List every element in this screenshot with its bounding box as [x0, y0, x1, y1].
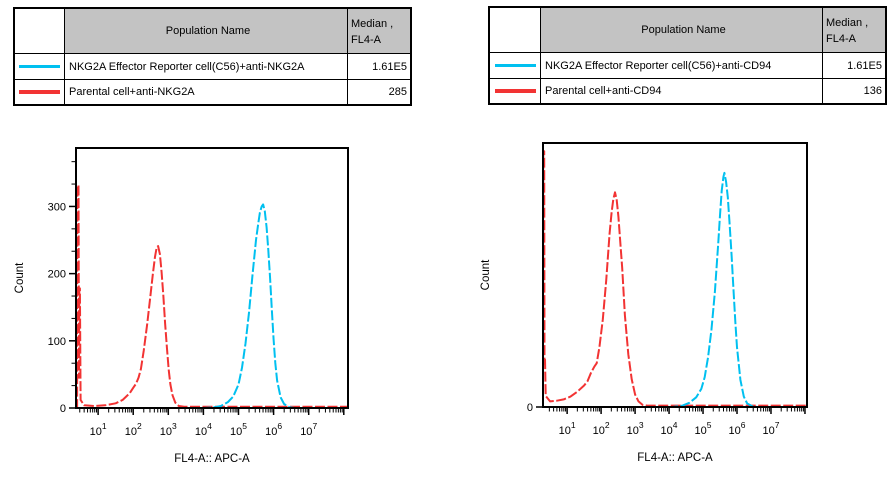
series-color-swatch-cyan [19, 65, 60, 68]
x-axis-title: FL4-A:: APC-A [174, 453, 250, 465]
swatch-cell [490, 53, 540, 78]
y-tick-label: 0 [60, 403, 66, 415]
x-tick-label: 104 [661, 420, 678, 437]
median-header: Median , FL4-A [822, 8, 885, 52]
series-color-swatch-red [494, 89, 536, 93]
x-tick-label: 106 [265, 421, 282, 438]
y-axis-title: Count [14, 262, 26, 293]
x-tick-label: 102 [593, 420, 610, 437]
median-header: Median , FL4-A [347, 9, 410, 53]
population-name-cell: Parental cell+anti-NKG2A [64, 80, 347, 104]
population-name-header: Population Name [64, 9, 347, 53]
x-tick-label: 103 [160, 421, 177, 438]
table-header-row: Population Name Median , FL4-A [490, 8, 885, 52]
median-header-line1: Median , [826, 17, 869, 29]
population-stats-table-left: Population Name Median , FL4-A NKG2A Eff… [13, 7, 412, 106]
reporter-histogram-curve [544, 171, 806, 406]
swatch-header-cell [490, 8, 540, 52]
median-value-cell: 1.61E5 [822, 53, 885, 78]
median-header-line1: Median , [351, 18, 394, 30]
y-tick-label: 0 [527, 402, 533, 414]
x-tick-label: 102 [125, 421, 142, 438]
x-tick-label: 101 [90, 421, 107, 438]
plot-border [75, 147, 349, 409]
table-header-row: Population Name Median , FL4-A [15, 9, 410, 53]
median-header-line2: FL4-A [826, 33, 856, 45]
parental-histogram-curve [77, 184, 347, 407]
x-tick-label: 107 [762, 420, 779, 437]
table-row-parental: Parental cell+anti-NKG2A 285 [15, 79, 410, 104]
x-tick-label: 107 [300, 421, 317, 438]
y-tick-label: 300 [48, 201, 66, 213]
median-value-cell: 285 [347, 80, 410, 104]
x-tick-label: 105 [230, 421, 247, 438]
swatch-cell [15, 54, 64, 79]
x-axis-title: FL4-A:: APC-A [637, 452, 713, 464]
series-color-swatch-cyan [494, 64, 536, 67]
median-value-cell: 136 [822, 79, 885, 103]
reporter-histogram-curve [77, 203, 347, 407]
population-stats-table-right: Population Name Median , FL4-A NKG2A Eff… [488, 6, 887, 105]
table-row-reporter: NKG2A Effector Reporter cell(C56)+anti-C… [490, 52, 885, 78]
swatch-header-cell [15, 9, 64, 53]
x-tick-label: 105 [695, 420, 712, 437]
population-name-header: Population Name [540, 8, 822, 52]
series-color-swatch-red [19, 90, 60, 94]
median-value-cell: 1.61E5 [347, 54, 410, 79]
x-tick-label: 101 [559, 420, 576, 437]
parental-histogram-curve [544, 150, 806, 406]
y-tick-label: 200 [48, 269, 66, 281]
population-name-cell: NKG2A Effector Reporter cell(C56)+anti-C… [540, 53, 822, 78]
swatch-cell [490, 79, 540, 103]
x-tick-label: 103 [627, 420, 644, 437]
x-tick-label: 106 [729, 420, 746, 437]
population-name-cell: Parental cell+anti-CD94 [540, 79, 822, 103]
table-row-parental: Parental cell+anti-CD94 136 [490, 78, 885, 103]
x-tick-label: 104 [195, 421, 212, 438]
swatch-cell [15, 80, 64, 104]
y-tick-label: 100 [48, 336, 66, 348]
plot-border [542, 142, 808, 408]
table-row-reporter: NKG2A Effector Reporter cell(C56)+anti-N… [15, 53, 410, 79]
y-axis-title: Count [480, 259, 492, 290]
median-header-line2: FL4-A [351, 34, 381, 46]
population-name-cell: NKG2A Effector Reporter cell(C56)+anti-N… [64, 54, 347, 79]
